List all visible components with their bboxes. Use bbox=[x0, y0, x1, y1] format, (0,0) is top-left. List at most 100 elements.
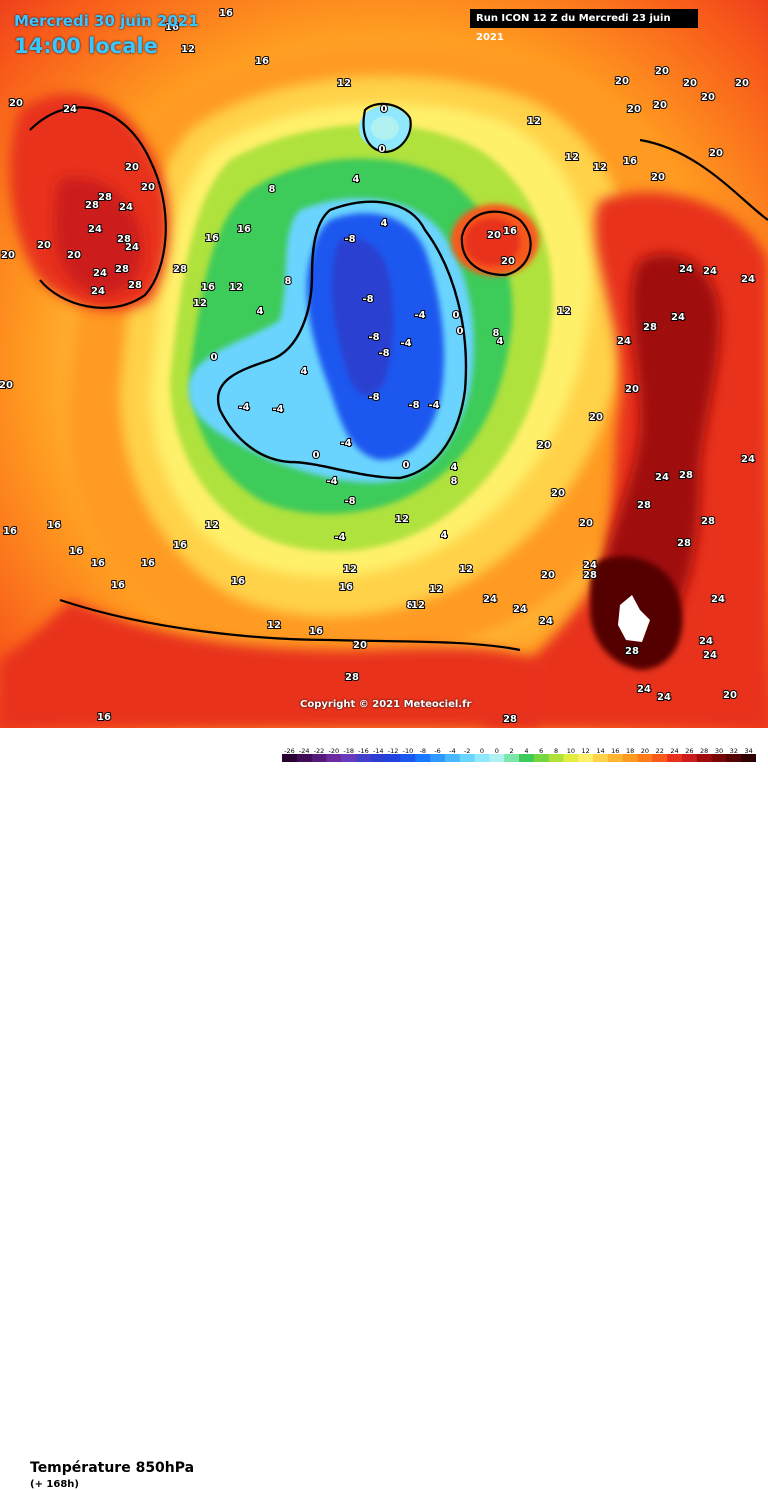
warm-belt-south bbox=[0, 600, 540, 728]
isoline-value-label: 12 bbox=[343, 564, 357, 575]
legend-swatch bbox=[444, 754, 461, 762]
isoline-value-label: 16 bbox=[201, 282, 215, 293]
isoline-value-label: 20 bbox=[551, 488, 565, 499]
legend-tick-label: 34 bbox=[744, 747, 752, 755]
isoline-value-label: 28 bbox=[583, 570, 597, 581]
isoline-value-label: 4 bbox=[381, 218, 388, 229]
legend-swatch bbox=[578, 754, 594, 762]
legend-tick-label: 14 bbox=[596, 747, 604, 755]
isoline-value-label: 24 bbox=[125, 242, 139, 253]
isoline-value-label: 16 bbox=[111, 580, 125, 591]
isoline-value-label: 28 bbox=[679, 470, 693, 481]
isoline-value-label: 8 bbox=[285, 276, 292, 287]
legend-swatch bbox=[504, 754, 520, 762]
isoline-value-label: 0 bbox=[381, 104, 388, 115]
legend-swatch bbox=[385, 754, 401, 762]
isoline-value-label: 20 bbox=[9, 98, 23, 109]
isoline-value-label: 28 bbox=[625, 646, 639, 657]
isoline-value-label: 24 bbox=[539, 616, 553, 627]
legend-tick-label: -4 bbox=[449, 747, 455, 755]
isoline-value-label: 12 bbox=[395, 514, 409, 525]
legend-tick-label: 28 bbox=[700, 747, 708, 755]
isoline-value-label: 16 bbox=[97, 712, 111, 723]
legend-swatch bbox=[652, 754, 668, 762]
isoline-value-label: -8 bbox=[408, 400, 419, 411]
isoline-value-label: 0 bbox=[453, 310, 460, 321]
isoline-value-label: 12 bbox=[527, 116, 541, 127]
legend-tick-label: -6 bbox=[434, 747, 440, 755]
isoline-value-label: 20 bbox=[537, 440, 551, 451]
legend-swatch bbox=[607, 754, 624, 762]
isoline-value-label: 24 bbox=[671, 312, 685, 323]
isoline-value-label: 24 bbox=[699, 636, 713, 647]
isoline-value-label: -4 bbox=[428, 400, 439, 411]
isoline-value-label: 12 bbox=[557, 306, 571, 317]
isoline-value-label: 20 bbox=[683, 78, 697, 89]
legend-tick-label: 8 bbox=[554, 747, 558, 755]
isoline-value-label: 16 bbox=[219, 8, 233, 19]
isoline-value-label: 24 bbox=[119, 202, 133, 213]
model-run-info: Run ICON 12 Z du Mercredi 23 juin 2021 bbox=[470, 9, 698, 43]
isoline-value-label: 28 bbox=[701, 516, 715, 527]
isoline-value-label: 28 bbox=[173, 264, 187, 275]
isoline-value-label: 16 bbox=[173, 540, 187, 551]
legend-tick-label: -14 bbox=[373, 747, 384, 755]
legend-tick-label: 26 bbox=[685, 747, 693, 755]
isoline-value-labels: 24 28 28 24 20 20 24 28 24 20 24 28 28 24 28 20 16 16 12 16… bbox=[0, 7, 756, 726]
isoline-value-label: 16 bbox=[141, 558, 155, 569]
isoline-value-label: -4 bbox=[400, 338, 411, 349]
forecast-time: 14:00 locale bbox=[14, 34, 158, 58]
legend-tick-label: 30 bbox=[715, 747, 723, 755]
isoline-20c-west bbox=[29, 106, 167, 309]
isoline-value-label: 24 bbox=[513, 604, 527, 615]
isoline-value-label: 24 bbox=[703, 650, 717, 661]
legend-tick-label: 6 bbox=[539, 747, 543, 755]
isoline-value-label: 20 bbox=[487, 230, 501, 241]
isoline-value-label: 0 bbox=[313, 450, 320, 461]
isoline-value-label: 20 bbox=[651, 172, 665, 183]
isoline-value-label: 16 bbox=[91, 558, 105, 569]
isoline-value-label: 12 bbox=[337, 78, 351, 89]
isoline-value-label: 24 bbox=[711, 594, 725, 605]
legend-swatch bbox=[489, 754, 505, 762]
isoline-value-label: 16 bbox=[205, 233, 219, 244]
isoline-value-label: 20 bbox=[627, 104, 641, 115]
isoline-value-label: 20 bbox=[655, 66, 669, 77]
isoline-value-label: 24 bbox=[741, 454, 755, 465]
isoline-value-label: 24 bbox=[657, 692, 671, 703]
isoline-0c bbox=[216, 200, 468, 480]
isoline-value-label: 28 bbox=[98, 192, 112, 203]
isoline-value-label: 20 bbox=[1, 250, 15, 261]
isoline-value-label: -4 bbox=[414, 310, 425, 321]
isoline-value-label: 4 bbox=[257, 306, 264, 317]
isoline-value-label: 24 bbox=[679, 264, 693, 275]
isoline-value-label: 20 bbox=[541, 570, 555, 581]
cold-spot-center bbox=[371, 116, 399, 140]
legend-swatch bbox=[741, 754, 756, 762]
isoline-value-label: 4 bbox=[353, 174, 360, 185]
isoline-value-label: 8 bbox=[269, 184, 276, 195]
cold-core-deep bbox=[331, 238, 394, 395]
legend-tick-label: -22 bbox=[314, 747, 325, 755]
isoline-value-label: 20 bbox=[125, 162, 139, 173]
parameter-title: Température 850hPa bbox=[30, 1460, 195, 1476]
isoline-value-label: 20 bbox=[0, 380, 13, 391]
isoline-value-label: -8 bbox=[368, 392, 379, 403]
legend-swatch bbox=[326, 754, 342, 762]
isoline-value-label: -8 bbox=[344, 496, 355, 507]
isoline-value-label: 28 bbox=[115, 264, 129, 275]
isoline-value-label: 20 bbox=[589, 412, 603, 423]
warm-blob-west-core bbox=[55, 177, 143, 295]
legend-swatch bbox=[533, 754, 550, 762]
isoline-value-label: 16 bbox=[339, 582, 353, 593]
isoline-value-label: 28 bbox=[677, 538, 691, 549]
color-scale-legend: -26 -24 -22 -20 -18 -16 -14 -12 -10 -8 -6 -4 -2 0 0 2 4 6… bbox=[282, 747, 756, 762]
legend-swatch bbox=[548, 754, 564, 762]
warm-blob-center-east-core bbox=[464, 218, 520, 266]
isoline-value-label: 8 bbox=[493, 328, 500, 339]
isoline-value-label: 12 bbox=[593, 162, 607, 173]
isoline-value-label: 20 bbox=[9, 98, 23, 109]
legend-swatch bbox=[622, 754, 638, 762]
isoline-20c-center bbox=[460, 210, 532, 277]
